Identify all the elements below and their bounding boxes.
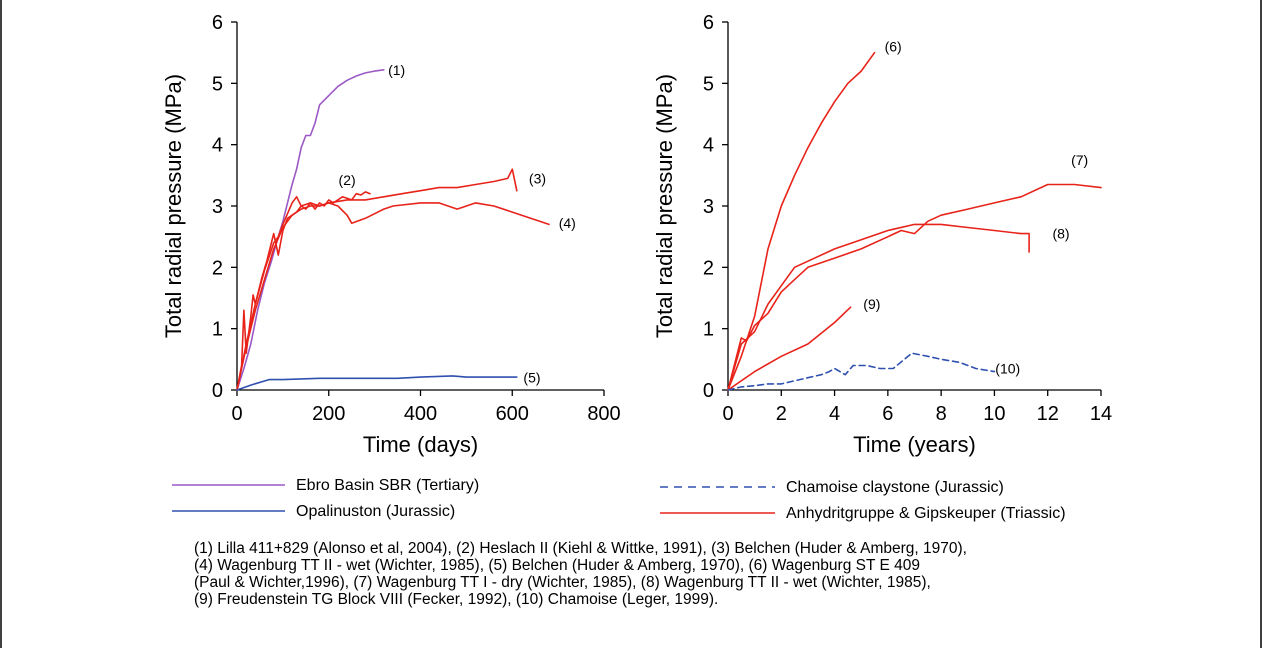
curve-label: (5)	[523, 370, 540, 386]
x-tick-label: 10	[983, 403, 1005, 425]
curve-label: (3)	[529, 170, 546, 186]
curve-label: (6)	[885, 39, 902, 55]
y-tick-label: 2	[212, 257, 223, 279]
x-tick-label: 6	[882, 403, 893, 425]
legend-label: Opalinuston (Jurassic)	[296, 503, 455, 520]
x-tick-label: 200	[312, 403, 345, 425]
series-line-6	[727, 51, 876, 391]
series-line-5	[236, 375, 518, 391]
y-tick-label: 4	[703, 135, 714, 157]
curve-label: (7)	[1071, 152, 1088, 168]
figure-caption: (1) Lilla 411+829 (Alonso et al, 2004), …	[194, 540, 967, 608]
series-line-9	[727, 306, 852, 391]
curve-label: (4)	[559, 215, 576, 231]
curve-label: (10)	[995, 361, 1020, 377]
y-tick-label: 1	[212, 319, 223, 341]
series-line-4	[236, 196, 550, 391]
y-tick-label: 4	[212, 135, 223, 157]
y-tick-label: 0	[212, 380, 223, 402]
x-tick-label: 14	[1090, 403, 1112, 425]
x-tick-label: 12	[1037, 403, 1059, 425]
y-axis-title: Total radial pressure (MPa)	[652, 74, 677, 338]
x-tick-label: 8	[936, 403, 947, 425]
y-tick-label: 0	[703, 380, 714, 402]
x-tick-label: 4	[829, 403, 840, 425]
legend-label: Chamoise claystone (Jurassic)	[786, 479, 1004, 496]
curve-label: (2)	[339, 172, 356, 188]
y-tick-label: 6	[212, 12, 223, 34]
curve-label: (1)	[388, 62, 405, 78]
y-tick-label: 6	[703, 12, 714, 34]
series-line-8	[727, 223, 1030, 391]
curve-label: (8)	[1052, 226, 1069, 242]
y-tick-label: 3	[703, 196, 714, 218]
legend-label: Anhydritgruppe & Gipskeuper (Triassic)	[786, 505, 1066, 522]
legend-label: Ebro Basin SBR (Tertiary)	[296, 477, 479, 494]
y-tick-label: 5	[212, 73, 223, 95]
series-line-3	[236, 168, 518, 391]
legend: Ebro Basin SBR (Tertiary) Chamoise clayst…	[172, 477, 1066, 522]
x-tick-label: 400	[404, 403, 437, 425]
y-tick-label: 1	[703, 319, 714, 341]
x-tick-label: 2	[776, 403, 787, 425]
curve-label: (9)	[863, 296, 880, 312]
y-axis-title: Total radial pressure (MPa)	[161, 74, 186, 338]
chart-1: 0 1 2 3 4 5 6 0 200 400 600 800 Time (days) Total rad…	[161, 12, 621, 457]
x-tick-label: 0	[231, 403, 242, 425]
x-axis-title: Time (days)	[363, 432, 478, 457]
y-tick-label: 5	[703, 73, 714, 95]
x-tick-label: 800	[587, 403, 620, 425]
series-line-7	[727, 183, 1102, 391]
x-axis-title: Time (years)	[853, 432, 976, 457]
y-tick-label: 2	[703, 257, 714, 279]
x-tick-label: 600	[496, 403, 529, 425]
y-tick-label: 3	[212, 196, 223, 218]
series-line-1	[236, 69, 385, 391]
x-tick-label: 0	[722, 403, 733, 425]
series-line-10	[727, 352, 996, 391]
